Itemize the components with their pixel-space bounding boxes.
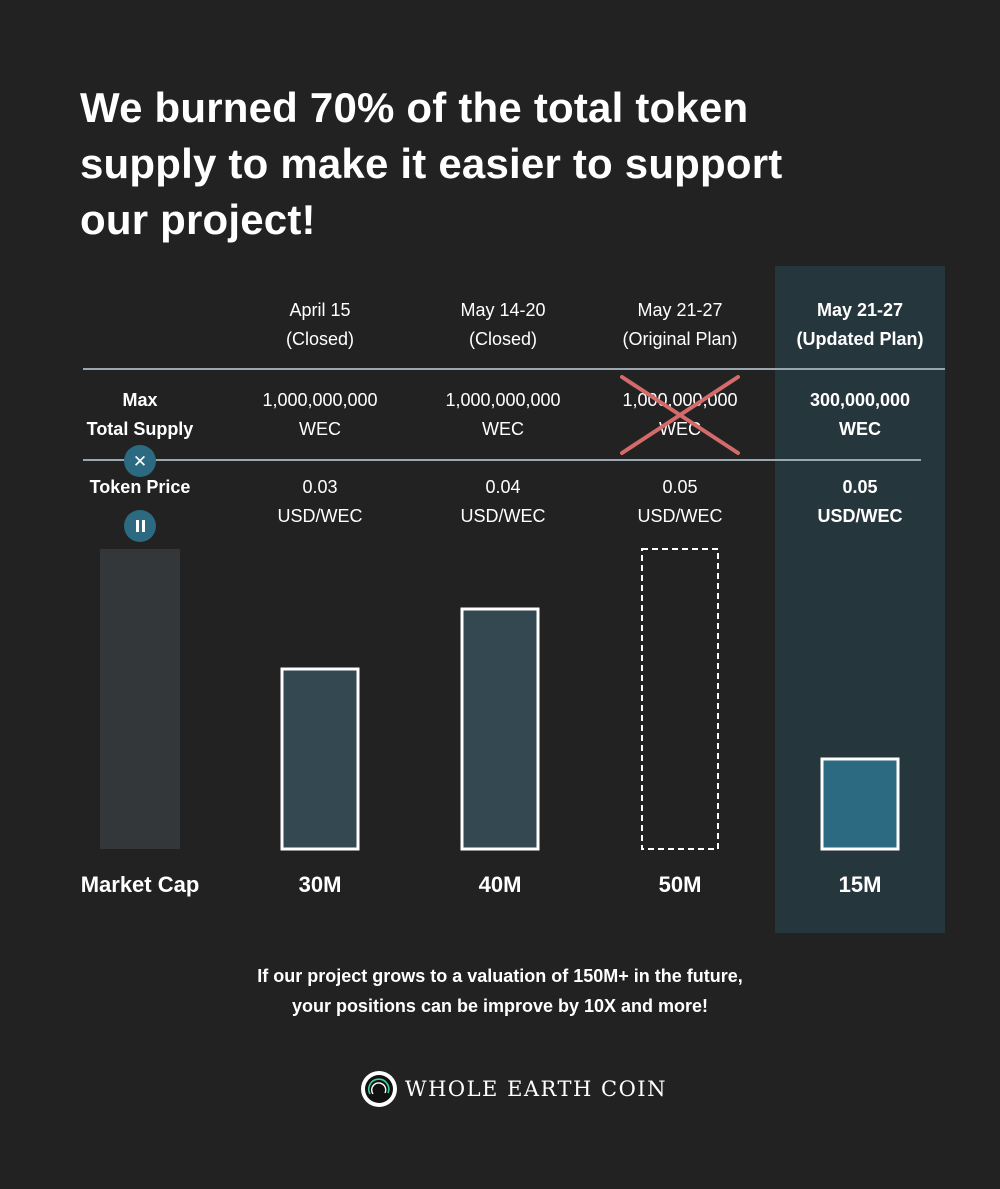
supply-cell-updated-plan: 300,000,000 WEC <box>770 386 950 444</box>
supply-cell-may-14-20: 1,000,000,000 WEC <box>413 386 593 444</box>
row-label-token-price: Token Price <box>89 477 191 497</box>
earth-coin-logo-icon <box>361 1071 397 1107</box>
price-cell-updated-plan: 0.05 USD/WEC <box>770 473 950 531</box>
column-status: (Original Plan) <box>622 329 738 349</box>
whole-earth-coin-logo: WHOLE EARTH COIN <box>361 1070 667 1108</box>
supply-unit: WEC <box>839 419 881 439</box>
price-unit: USD/WEC <box>637 506 723 526</box>
price-unit: USD/WEC <box>460 506 546 526</box>
supply-value: 1,000,000,000 <box>262 390 378 410</box>
column-header-may-14-20: May 14-20 (Closed) <box>413 296 593 354</box>
headline-line-3: our project! <box>80 196 316 243</box>
market-cap-bar-updated-plan <box>820 757 900 851</box>
column-header-updated-plan: May 21-27 (Updated Plan) <box>770 296 950 354</box>
supply-unit: WEC <box>482 419 524 439</box>
column-header-april-15: April 15 (Closed) <box>230 296 410 354</box>
footnote-line-2: your positions can be improve by 10X and… <box>291 996 709 1016</box>
column-header-original-plan: May 21-27 (Original Plan) <box>590 296 770 354</box>
pause-icon <box>124 510 156 542</box>
price-value: 0.05 <box>842 477 878 497</box>
headline-line-2: supply to make it easier to support <box>80 140 783 187</box>
strike-through-cross-icon <box>620 375 740 455</box>
pause-glyph <box>135 520 145 532</box>
column-date: May 14-20 <box>460 300 546 320</box>
close-icon: ✕ <box>124 445 156 477</box>
row-label-market-cap: Market Cap <box>80 872 200 897</box>
price-unit: USD/WEC <box>277 506 363 526</box>
price-value: 0.03 <box>302 477 338 497</box>
header-divider <box>83 368 945 370</box>
price-cell-may-14-20: 0.04 USD/WEC <box>413 473 593 531</box>
market-cap-bar-may-14-20 <box>460 607 540 851</box>
column-date: May 21-27 <box>816 300 904 320</box>
column-status: (Closed) <box>285 329 355 349</box>
supply-value: 300,000,000 <box>809 390 911 410</box>
footnote: If our project grows to a valuation of 1… <box>150 961 850 1021</box>
supply-divider <box>83 459 921 461</box>
supply-cell-april-15: 1,000,000,000 WEC <box>230 386 410 444</box>
price-unit: USD/WEC <box>817 506 903 526</box>
row-label-max-total-supply: Max Total Supply <box>86 390 194 439</box>
price-value: 0.05 <box>662 477 698 497</box>
footnote-line-1: If our project grows to a valuation of 1… <box>257 966 743 986</box>
headline: We burned 70% of the total token supply … <box>80 80 820 248</box>
price-cell-april-15: 0.03 USD/WEC <box>230 473 410 531</box>
market-cap-label-original-plan: 50M <box>658 872 702 897</box>
column-date: April 15 <box>289 300 351 320</box>
market-cap-label-may-14-20: 40M <box>478 872 522 897</box>
column-date: May 21-27 <box>637 300 723 320</box>
market-cap-bar-original-plan <box>641 548 719 850</box>
market-cap-label-updated-plan: 15M <box>838 872 882 897</box>
supply-value: 1,000,000,000 <box>445 390 561 410</box>
market-cap-label-april-15: 30M <box>298 872 342 897</box>
supply-unit: WEC <box>299 419 341 439</box>
price-cell-original-plan: 0.05 USD/WEC <box>590 473 770 531</box>
strike-line-2 <box>620 375 740 455</box>
market-cap-bar-april-15 <box>280 667 360 851</box>
column-status: (Closed) <box>468 329 538 349</box>
market-cap-bars <box>280 548 900 851</box>
market-cap-reference-bar <box>100 549 180 849</box>
price-value: 0.04 <box>485 477 521 497</box>
headline-line-1: We burned 70% of the total token <box>80 84 749 131</box>
column-status: (Updated Plan) <box>796 329 924 349</box>
logo-text: WHOLE EARTH COIN <box>405 1077 667 1101</box>
